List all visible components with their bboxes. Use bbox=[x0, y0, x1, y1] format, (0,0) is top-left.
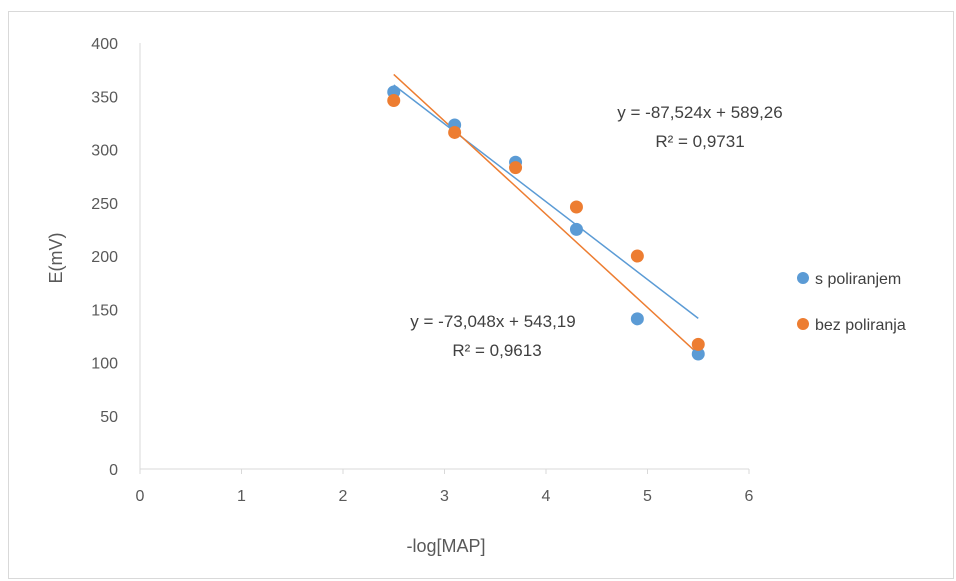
y-tick-label: 350 bbox=[91, 89, 118, 106]
point-bez-poliranja[interactable] bbox=[387, 94, 401, 108]
point-bez-poliranja[interactable] bbox=[448, 125, 462, 139]
y-tick-label: 100 bbox=[91, 356, 118, 373]
legend-label-bez-poliranja: bez poliranja bbox=[815, 317, 906, 334]
y-axis-title: E(mV) bbox=[46, 233, 66, 284]
legend-marker-s-poliranjem bbox=[797, 272, 809, 284]
legend: s poliranjem bez poliranja bbox=[797, 271, 906, 334]
y-tick-label: 300 bbox=[91, 143, 118, 160]
x-tick-label: 6 bbox=[745, 488, 754, 505]
y-tick-label: 50 bbox=[100, 409, 118, 426]
x-axis-title: -log[MAP] bbox=[406, 536, 485, 556]
equation-s-poliranjem: y = -73,048x + 543,19 bbox=[410, 312, 575, 331]
point-bez-poliranja[interactable] bbox=[691, 337, 705, 351]
legend-item-bez-poliranja[interactable]: bez poliranja bbox=[797, 317, 906, 334]
legend-marker-bez-poliranja bbox=[797, 318, 809, 330]
point-bez-poliranja[interactable] bbox=[509, 161, 523, 175]
x-tick-label: 2 bbox=[339, 488, 348, 505]
x-tick-label: 5 bbox=[643, 488, 652, 505]
trendline-s-poliranjem bbox=[393, 84, 699, 319]
point-bez-poliranja[interactable] bbox=[569, 200, 583, 214]
y-tick-label: 200 bbox=[91, 249, 118, 266]
axes: 0 1 2 3 4 5 6 0 50 100 150 200 250 300 350 400 bbox=[91, 36, 753, 505]
chart-frame bbox=[8, 11, 954, 579]
r2-bez-poliranja: R² = 0,9731 bbox=[655, 132, 744, 151]
y-tick-label: 250 bbox=[91, 196, 118, 213]
x-tick-label: 0 bbox=[136, 488, 145, 505]
y-tick-label: 0 bbox=[109, 462, 118, 479]
point-s-poliranjem[interactable] bbox=[630, 312, 644, 326]
equation-bez-poliranja: y = -87,524x + 589,26 bbox=[617, 103, 782, 122]
trendline-bez-poliranja bbox=[393, 73, 699, 355]
point-bez-poliranja[interactable] bbox=[630, 249, 644, 263]
x-tick-label: 3 bbox=[440, 488, 449, 505]
x-tick-label: 4 bbox=[542, 488, 551, 505]
legend-item-s-poliranjem[interactable]: s poliranjem bbox=[797, 271, 901, 288]
point-s-poliranjem[interactable] bbox=[691, 347, 705, 361]
y-tick-label: 150 bbox=[91, 302, 118, 319]
point-s-poliranjem[interactable] bbox=[569, 222, 583, 236]
data-points bbox=[387, 85, 705, 361]
trendlines bbox=[393, 73, 699, 355]
y-tick-label: 400 bbox=[91, 36, 118, 53]
r2-s-poliranjem: R² = 0,9613 bbox=[452, 341, 541, 360]
x-tick-label: 1 bbox=[237, 488, 246, 505]
legend-label-s-poliranjem: s poliranjem bbox=[815, 271, 901, 288]
